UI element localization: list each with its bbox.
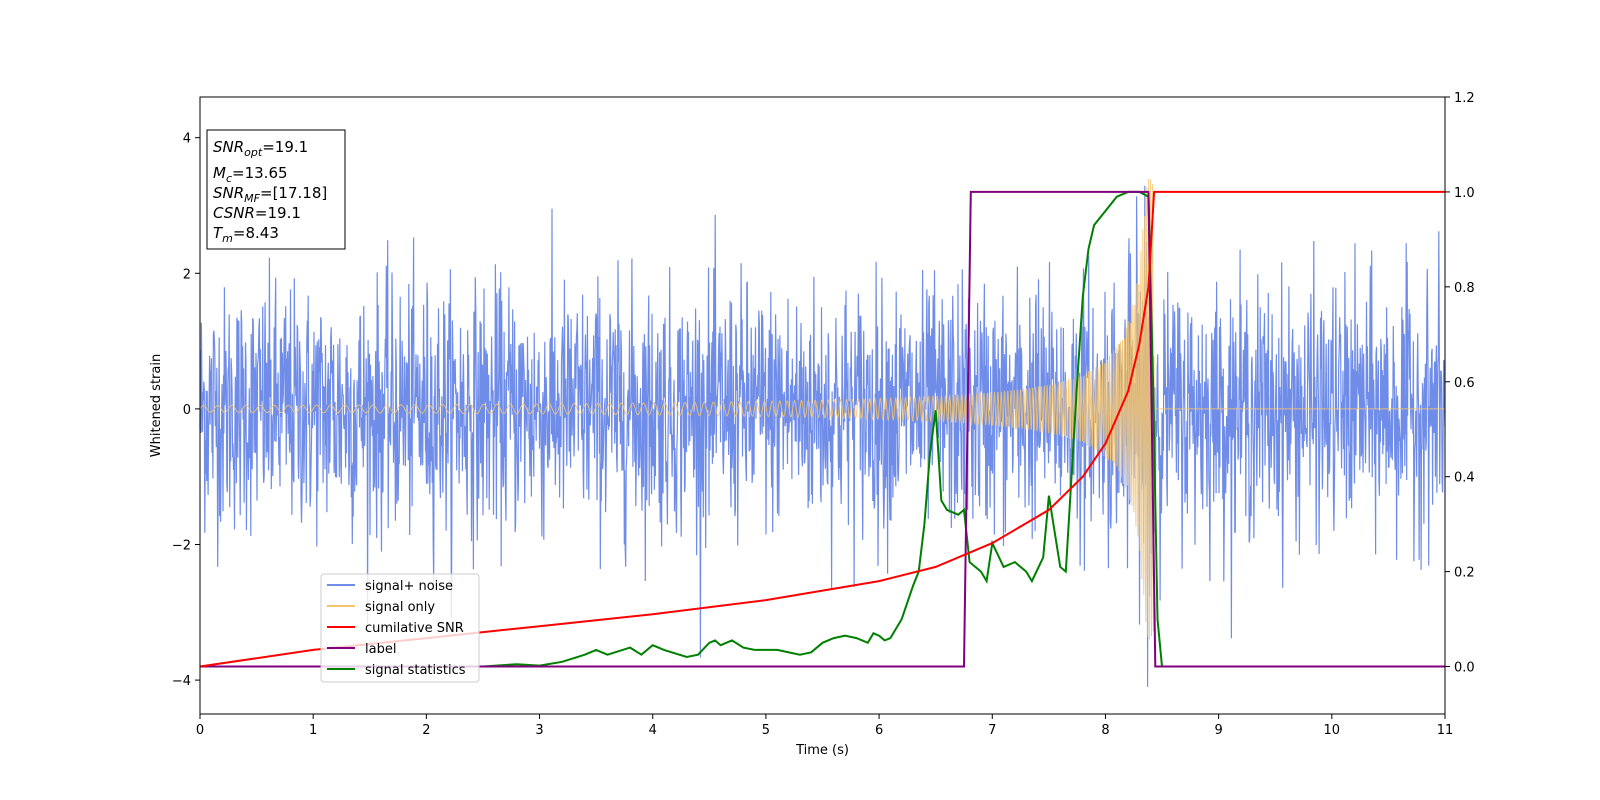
y-left-tick-label: 0: [183, 403, 191, 418]
svg-text:signal only: signal only: [365, 600, 435, 615]
y-right-tick-label: 0.4: [1454, 471, 1475, 486]
y-right-tick-label: 0.2: [1454, 566, 1475, 581]
y-right-tick-label: 1.0: [1454, 186, 1475, 201]
series-label: [200, 190, 1445, 668]
x-axis-label: Time (s): [795, 743, 849, 758]
y-axis-label: Whitened strain: [149, 354, 164, 457]
x-tick-label: 7: [988, 723, 996, 738]
y-left-tick-label: 2: [183, 267, 191, 282]
y-right-tick-label: 0.8: [1454, 281, 1475, 296]
svg-text:signal statistics: signal statistics: [365, 663, 466, 678]
y-right-tick-label: 0.0: [1454, 661, 1475, 676]
svg-text:label: label: [365, 642, 396, 657]
info-box: SNRopt=19.1 Mc=13.65 SNRMF=[17.18] CSNR=…: [206, 129, 346, 250]
y-left-tick-label: −4: [172, 674, 191, 689]
x-tick-label: 8: [1101, 723, 1109, 738]
x-tick-label: 1: [309, 723, 317, 738]
legend-item-label: label: [327, 642, 396, 657]
x-tick-label: 0: [196, 723, 204, 738]
x-tick-label: 10: [1324, 723, 1341, 738]
y-left-tick-label: −2: [172, 538, 191, 553]
x-tick-label: 4: [649, 723, 657, 738]
series-cumulative-snr: [199, 190, 1445, 668]
x-tick-label: 3: [535, 723, 543, 738]
legend: signal+ noise signal only cumilative SNR…: [320, 573, 480, 683]
x-tick-label: 5: [762, 723, 770, 738]
plot-frame: [199, 96, 1446, 715]
legend-item-signal-noise: signal+ noise: [327, 579, 453, 594]
info-tm: Tm=8.43: [213, 224, 279, 245]
series-lines: [199, 178, 1445, 668]
legend-item-signal-only: signal only: [327, 600, 435, 615]
legend-item-cumulative-snr: cumilative SNR: [327, 621, 464, 636]
y-right-tick-label: 0.6: [1454, 376, 1475, 391]
series-signal-noise: [199, 185, 1446, 687]
noise-series: [199, 185, 1446, 687]
x-tick-label: 9: [1214, 723, 1222, 738]
series-signal-statistics: [200, 190, 1445, 668]
info-snr-mf: SNRMF=[17.18]: [213, 184, 327, 205]
x-tick-label: 11: [1437, 723, 1454, 738]
series-signal-only: [199, 178, 1445, 640]
info-csnr: CSNR=19.1: [213, 204, 301, 222]
x-tick-label: 2: [422, 723, 430, 738]
svg-text:cumilative SNR: cumilative SNR: [365, 621, 464, 636]
axes-ticks: 0 1 2 3 4 5 6 7 8 9 10 11 −4 −2 0 2 4 0.0 0.2 0.4 0.6 0.8 1.0 1…: [172, 91, 1475, 738]
legend-item-signal-statistics: signal statistics: [327, 663, 466, 678]
y-right-tick-label: 1.2: [1454, 91, 1475, 106]
info-snr-opt: SNRopt=19.1: [213, 138, 308, 159]
y-left-tick-label: 4: [183, 132, 191, 147]
info-mc: Mc=13.65: [213, 164, 288, 185]
svg-text:signal+ noise: signal+ noise: [365, 579, 453, 594]
x-tick-label: 6: [875, 723, 883, 738]
